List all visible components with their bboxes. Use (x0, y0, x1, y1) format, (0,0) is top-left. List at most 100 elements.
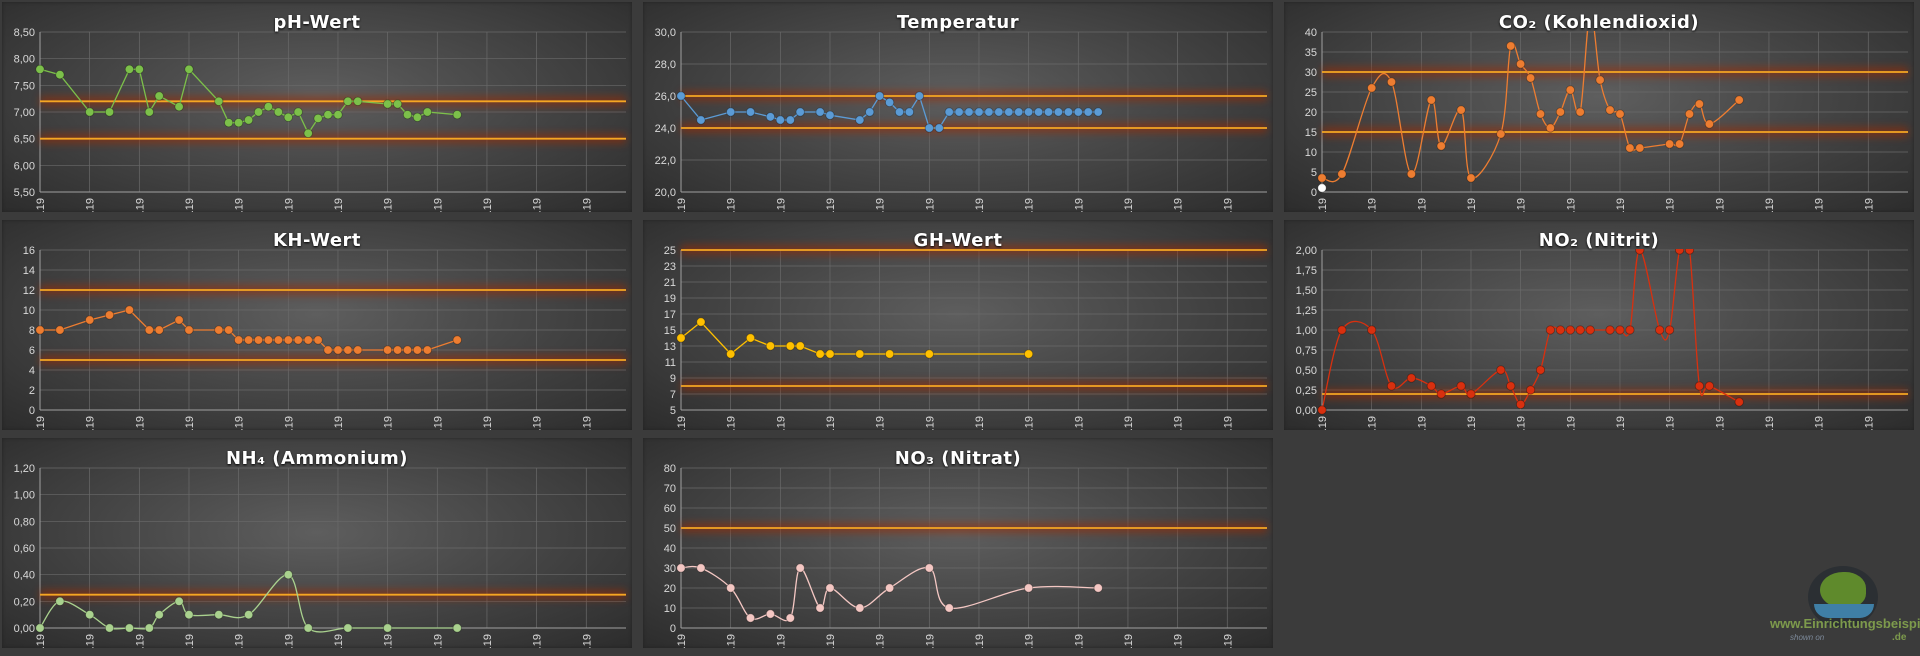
data-point (1535, 365, 1546, 375)
data-point (184, 610, 194, 620)
x-tick-label: 05.02.19 (1615, 198, 1627, 212)
x-tick-label: 10.02.19 (1665, 198, 1677, 212)
data-point (994, 107, 1004, 117)
y-tick-label: 0,60 (14, 543, 35, 555)
y-tick-label: 7,50 (14, 80, 35, 92)
x-tick-label: 16.01.19 (134, 198, 146, 212)
data-point (1043, 107, 1054, 117)
x-tick-label: 25.02.19 (532, 198, 544, 212)
x-tick-label: 20.02.19 (482, 416, 494, 430)
data-point (382, 345, 393, 355)
data-point (333, 345, 343, 355)
x-tick-label: 26.01.19 (1516, 198, 1528, 212)
data-point (1664, 139, 1675, 149)
data-point (382, 623, 393, 633)
y-tick-label: 60 (664, 503, 676, 515)
y-tick-label: 0 (29, 405, 35, 417)
data-point (85, 610, 95, 620)
series-line (680, 321, 1029, 355)
x-tick-label: 05.02.19 (974, 198, 986, 212)
data-point (676, 563, 686, 573)
x-tick-label: 16.01.19 (1416, 198, 1428, 212)
x-tick-label: 25.02.19 (1814, 198, 1826, 212)
chart-svg: 0 10 20 30 40 50 60 70 80 06.01.19 11.01.19 16.01.1… (664, 463, 1267, 648)
data-point (104, 107, 115, 117)
data-point (1605, 105, 1615, 115)
y-tick-label: 20,0 (655, 187, 676, 199)
y-tick-label: 80 (664, 463, 676, 475)
data-point (1496, 365, 1506, 375)
x-tick-label: 31.01.19 (283, 634, 295, 648)
y-tick-label: 5 (1311, 167, 1317, 179)
x-tick-label: 10.02.19 (383, 198, 395, 212)
data-point (244, 610, 254, 620)
y-tick-label: 1,50 (1296, 285, 1317, 297)
y-tick-label: 15 (664, 325, 676, 337)
chart-svg: 0,00 0,20 0,40 0,60 0,80 1,00 1,20 06.01.19 11.0… (14, 463, 626, 648)
data-point (303, 335, 313, 345)
data-point (1456, 105, 1466, 115)
data-point (726, 349, 736, 359)
y-tick-label: 22,0 (655, 155, 676, 167)
y-tick-label: 40 (1305, 27, 1317, 39)
data-point (85, 315, 95, 325)
x-tick-label: 21.01.19 (1466, 416, 1478, 430)
data-point (273, 107, 283, 117)
x-tick-label: 16.01.19 (134, 634, 146, 648)
data-point (55, 70, 65, 80)
data-point (924, 563, 934, 573)
data-point (885, 349, 895, 359)
y-tick-label: 8,50 (14, 27, 35, 39)
data-point (885, 97, 895, 108)
x-tick-label: 10.02.19 (383, 634, 395, 648)
data-point (303, 623, 313, 633)
data-point (144, 623, 154, 633)
data-point (696, 563, 706, 573)
data-point (104, 310, 115, 320)
chart-panel-kh: 0 2 4 6 8 10 12 14 16 06.01.19 11.01.19 16.01.19 21.… (2, 220, 632, 430)
x-tick-label: 26.01.19 (875, 198, 887, 212)
data-point (313, 335, 323, 345)
x-tick-label: 10.02.19 (1024, 416, 1036, 430)
data-point (422, 345, 432, 355)
data-point (323, 345, 333, 355)
data-point (353, 96, 363, 106)
data-point (35, 325, 45, 335)
data-point (1655, 325, 1665, 335)
data-point (1565, 325, 1575, 335)
data-point (765, 609, 776, 619)
data-point (984, 107, 994, 117)
data-point (1093, 107, 1103, 117)
x-tick-label: 06.01.19 (676, 634, 688, 648)
data-point (244, 115, 254, 125)
x-tick-label: 20.02.19 (482, 198, 494, 212)
series-group (35, 305, 462, 355)
data-point (124, 305, 135, 315)
y-tick-label: 1,25 (1296, 305, 1317, 317)
data-point (745, 333, 756, 343)
y-tick-label: 10 (664, 603, 676, 615)
data-point (184, 64, 194, 74)
data-point (1436, 141, 1446, 151)
data-point (253, 335, 264, 345)
data-point (1436, 389, 1446, 399)
data-point (1565, 85, 1575, 95)
data-point (452, 335, 462, 345)
data-point (303, 128, 313, 138)
x-tick-label: 16.01.19 (775, 198, 787, 212)
y-tick-label: 7 (670, 389, 676, 401)
x-tick-label: 05.02.19 (974, 416, 986, 430)
y-tick-label: 0,20 (14, 596, 35, 608)
x-tick-label: 26.01.19 (234, 416, 246, 430)
x-tick-label: 21.01.19 (1466, 198, 1478, 212)
x-tick-label: 15.02.19 (432, 634, 444, 648)
y-tick-label: 11 (665, 357, 676, 369)
data-point (914, 91, 924, 101)
x-tick-label: 10.02.19 (1665, 416, 1677, 430)
x-tick-label: 15.02.19 (1073, 416, 1085, 430)
data-point (1063, 107, 1073, 117)
data-point (964, 107, 974, 117)
data-point (353, 345, 363, 355)
data-point (174, 315, 184, 325)
data-point (1694, 99, 1704, 109)
